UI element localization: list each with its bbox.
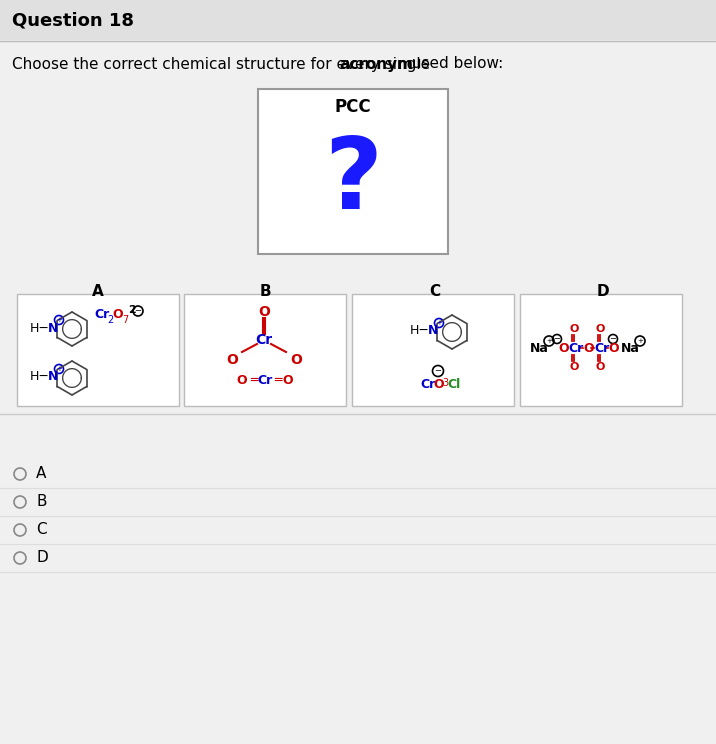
- Text: O: O: [226, 353, 238, 367]
- Text: 3: 3: [442, 378, 448, 388]
- Text: O: O: [112, 308, 122, 321]
- Text: O: O: [596, 362, 605, 372]
- Text: ?: ?: [324, 133, 382, 230]
- Text: H−: H−: [410, 324, 430, 338]
- Text: Cr: Cr: [94, 308, 110, 321]
- Text: O: O: [596, 324, 605, 334]
- Text: A: A: [92, 283, 104, 298]
- Text: 2: 2: [107, 315, 113, 325]
- Text: PCC: PCC: [334, 98, 372, 116]
- Text: N: N: [48, 321, 59, 335]
- Text: ═: ═: [274, 373, 282, 386]
- Text: Cr: Cr: [257, 373, 273, 386]
- Text: Cr: Cr: [594, 342, 609, 356]
- Text: Cr: Cr: [568, 342, 584, 356]
- Text: −: −: [435, 367, 442, 376]
- Text: O: O: [237, 373, 247, 386]
- Text: N: N: [48, 371, 59, 383]
- Text: H−: H−: [30, 371, 50, 383]
- Text: +: +: [56, 366, 62, 372]
- Text: ═: ═: [251, 373, 258, 386]
- Text: C: C: [36, 522, 47, 537]
- FancyBboxPatch shape: [520, 294, 682, 406]
- Text: O: O: [608, 342, 619, 356]
- Text: N: N: [428, 324, 438, 338]
- Text: +: +: [637, 338, 643, 344]
- Text: +: +: [56, 317, 62, 323]
- Text: Na: Na: [530, 342, 549, 356]
- FancyBboxPatch shape: [17, 294, 179, 406]
- Text: acronym: acronym: [339, 57, 413, 71]
- Text: used below:: used below:: [407, 57, 503, 71]
- Text: D: D: [36, 551, 48, 565]
- Text: O: O: [258, 305, 270, 319]
- Text: 7: 7: [122, 315, 128, 325]
- Text: 2: 2: [128, 305, 136, 315]
- Text: D: D: [596, 283, 609, 298]
- FancyBboxPatch shape: [184, 294, 346, 406]
- Text: O: O: [570, 362, 579, 372]
- FancyBboxPatch shape: [0, 0, 716, 40]
- Text: Question 18: Question 18: [12, 12, 134, 30]
- Text: +: +: [546, 338, 552, 344]
- FancyBboxPatch shape: [258, 89, 448, 254]
- FancyBboxPatch shape: [352, 294, 514, 406]
- Text: O: O: [283, 373, 294, 386]
- Text: Na: Na: [621, 342, 640, 356]
- Text: Cr: Cr: [420, 377, 435, 391]
- Text: −: −: [553, 335, 561, 344]
- Text: O: O: [558, 342, 569, 356]
- Text: Cl: Cl: [447, 377, 460, 391]
- Text: Cr: Cr: [256, 333, 273, 347]
- Text: B: B: [36, 495, 47, 510]
- Text: O: O: [583, 342, 594, 356]
- Text: O: O: [290, 353, 302, 367]
- Text: O: O: [570, 324, 579, 334]
- Text: H−: H−: [30, 321, 50, 335]
- Text: −: −: [135, 307, 142, 315]
- Text: O: O: [433, 377, 444, 391]
- Text: A: A: [36, 466, 47, 481]
- Text: −: −: [609, 335, 616, 344]
- Text: +: +: [436, 320, 442, 326]
- Text: Choose the correct chemical structure for every single: Choose the correct chemical structure fo…: [12, 57, 435, 71]
- Text: C: C: [430, 283, 440, 298]
- Text: B: B: [259, 283, 271, 298]
